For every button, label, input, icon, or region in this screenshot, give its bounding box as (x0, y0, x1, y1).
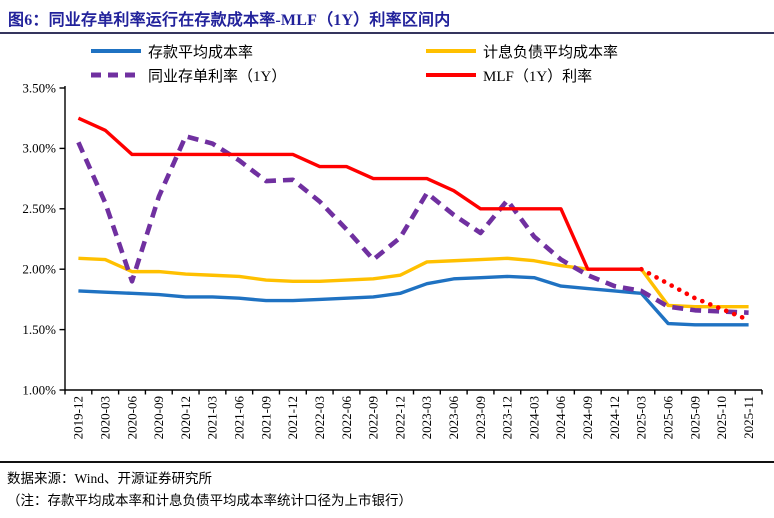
x-tick-label: 2020-06 (124, 396, 139, 440)
ncd-dashed-line-sample-icon (91, 72, 141, 78)
series-mlf1y-line (77, 116, 642, 271)
y-tick-label: 2.00% (22, 262, 56, 277)
y-tick-label: 1.50% (22, 322, 56, 337)
axes (59, 86, 763, 395)
x-tick-label: 2019-12 (71, 396, 86, 439)
x-tick-label: 2020-09 (151, 396, 166, 439)
legend-label-ncd: 同业存单利率（1Y） (148, 68, 287, 85)
legend-item-deposit: 存款平均成本率 (90, 41, 253, 61)
x-tick-label: 2023-12 (500, 396, 515, 439)
mlf-line-sample-icon (426, 73, 476, 77)
x-tick-label: 2024-03 (526, 396, 541, 439)
x-tick-label: 2022-03 (312, 396, 327, 439)
y-tick-label: 2.50% (22, 201, 56, 216)
y-tick-label: 1.00% (22, 382, 56, 397)
liabilities-line-sample-icon (426, 49, 476, 53)
y-tick-label: 3.50% (22, 80, 56, 95)
x-tick-label: 2020-12 (178, 396, 193, 439)
x-tick-label: 2023-03 (419, 396, 434, 439)
x-tick-label: 2022-12 (392, 396, 407, 439)
x-tick-label: 2023-06 (446, 396, 461, 440)
x-tick-label: 2025-06 (660, 396, 675, 440)
x-tick-label: 2024-06 (553, 396, 568, 440)
x-tick-label: 2021-06 (232, 396, 247, 440)
x-tick-label: 2022-09 (366, 396, 381, 439)
x-tick-label: 2021-09 (258, 396, 273, 439)
footer-divider (0, 461, 774, 463)
x-tick-label: 2023-09 (473, 396, 488, 439)
legend-label-deposit: 存款平均成本率 (148, 44, 254, 61)
x-tick-label: 2025-11 (741, 396, 756, 439)
x-tick-label: 2021-03 (205, 396, 220, 439)
legend-item-liabilities: 计息负债平均成本率 (425, 41, 618, 61)
x-tick-label: 2020-03 (98, 396, 113, 439)
x-tick-label: 2025-10 (714, 396, 729, 439)
x-tick-label: 2024-09 (580, 396, 595, 439)
x-tick-label: 2025-03 (634, 396, 649, 439)
legend-label-liabilities: 计息负债平均成本率 (483, 44, 619, 61)
series-deposit-line (78, 274, 749, 327)
series-ncd1y-line (76, 134, 749, 315)
x-tick-label: 2025-09 (687, 396, 702, 439)
legend-label-mlf: MLF（1Y）利率 (483, 68, 593, 85)
y-tick-label: 3.00% (22, 141, 56, 156)
axis-tick-labels: 1.00% 1.50% 2.00% 2.50% 3.00% 3.50% 2019-12 202… (22, 80, 755, 439)
deposit-line-sample-icon (91, 49, 141, 53)
legend-item-ncd: 同业存单利率（1Y） (90, 65, 286, 85)
legend-item-mlf: MLF（1Y）利率 (425, 65, 592, 85)
footnote-text: （注：存款平均成本率和计息负债平均成本率统计口径为上市银行） (7, 493, 412, 508)
page-title: 图6：同业存单利率运行在存款成本率-MLF（1Y）利率区间内 (8, 12, 451, 29)
x-tick-label: 2021-12 (285, 396, 300, 439)
x-tick-label: 2022-06 (339, 396, 354, 440)
title-divider (0, 32, 774, 34)
series-mlf1y-dotted-line (639, 266, 751, 323)
data-source-text: 数据来源：Wind、开源证券研究所 (7, 471, 212, 486)
x-tick-label: 2024-12 (607, 396, 622, 439)
